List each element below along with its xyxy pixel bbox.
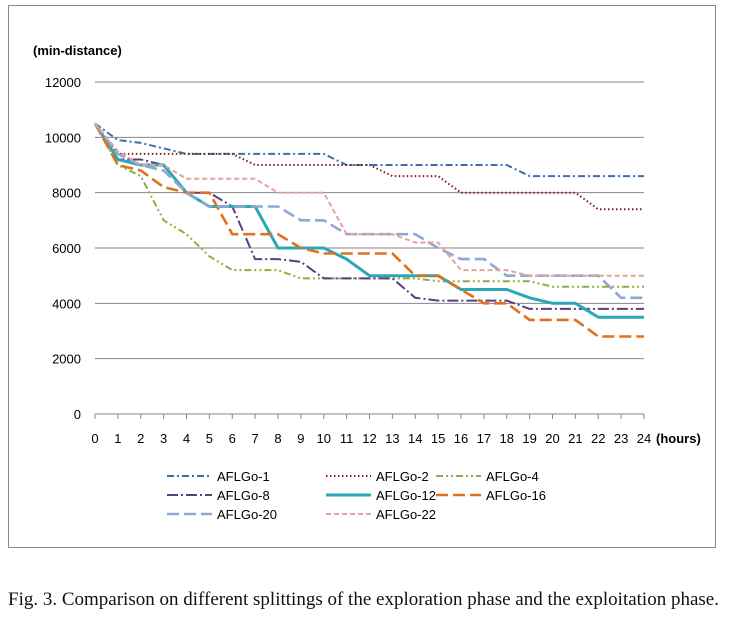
x-tick-label: 24 — [637, 431, 651, 446]
legend-label: AFLGo-12 — [376, 488, 436, 503]
series-line-aflgo-16 — [93, 122, 644, 338]
x-tick-label: 14 — [408, 431, 422, 446]
x-tick-label: 11 — [340, 431, 354, 446]
x-tick-label: 16 — [454, 431, 468, 446]
legend-label: AFLGo-22 — [376, 507, 436, 522]
x-tick-label: 15 — [431, 431, 445, 446]
series-line-aflgo-4 — [94, 123, 644, 288]
legend-label: AFLGo-20 — [217, 507, 277, 522]
series-line-aflgo-8 — [94, 122, 644, 310]
series-line-aflgo-20 — [93, 122, 644, 300]
y-tick-label: 10000 — [45, 130, 81, 145]
x-tick-label: 19 — [522, 431, 536, 446]
y-tick-label: 12000 — [45, 75, 81, 90]
x-tick-label: 5 — [206, 431, 213, 446]
figure-caption: Fig. 3. Comparison on different splittin… — [8, 589, 719, 610]
x-tick-label: 0 — [91, 431, 98, 446]
y-tick-label: 6000 — [52, 241, 81, 256]
x-tick-label: 6 — [229, 431, 236, 446]
figure-frame: 0 2000 4000 6000 8000 10000 12000 0 1 2 3 4 5 6 7 8 9 10 1… — [8, 5, 716, 548]
x-tick-label: 23 — [614, 431, 628, 446]
x-tick-label: 1 — [114, 431, 121, 446]
legend-label: AFLGo-1 — [217, 469, 270, 484]
x-tick-label: 17 — [477, 431, 491, 446]
x-tick-label: 22 — [591, 431, 605, 446]
x-tick-label: 10 — [317, 431, 331, 446]
x-axis-label: (hours) — [656, 431, 701, 446]
x-tick-label: 9 — [297, 431, 304, 446]
legend-label: AFLGo-8 — [217, 488, 270, 503]
x-tick-label: 20 — [545, 431, 559, 446]
x-tick-label: 2 — [137, 431, 144, 446]
y-tick-label: 0 — [74, 407, 81, 422]
x-tick-label: 4 — [183, 431, 190, 446]
y-axis-label: (min-distance) — [33, 43, 122, 58]
y-tick-label: 8000 — [52, 186, 81, 201]
y-tick-label: 4000 — [52, 296, 81, 311]
x-tick-label: 13 — [385, 431, 399, 446]
x-tick-label: 8 — [274, 431, 281, 446]
x-tick-label: 12 — [362, 431, 376, 446]
x-tick-label: 18 — [500, 431, 514, 446]
y-tick-label: 2000 — [52, 352, 81, 367]
series-line-aflgo-1 — [94, 122, 644, 178]
x-tick-label: 3 — [160, 431, 167, 446]
legend-label: AFLGo-16 — [486, 488, 546, 503]
series-line-aflgo-22 — [94, 122, 644, 277]
x-tick-label: 21 — [568, 431, 582, 446]
x-tick-label: 7 — [252, 431, 259, 446]
series-line-aflgo-2 — [94, 122, 644, 211]
legend-label: AFLGo-4 — [486, 469, 539, 484]
legend-label: AFLGo-2 — [376, 469, 429, 484]
series-line-aflgo-12 — [93, 122, 644, 319]
